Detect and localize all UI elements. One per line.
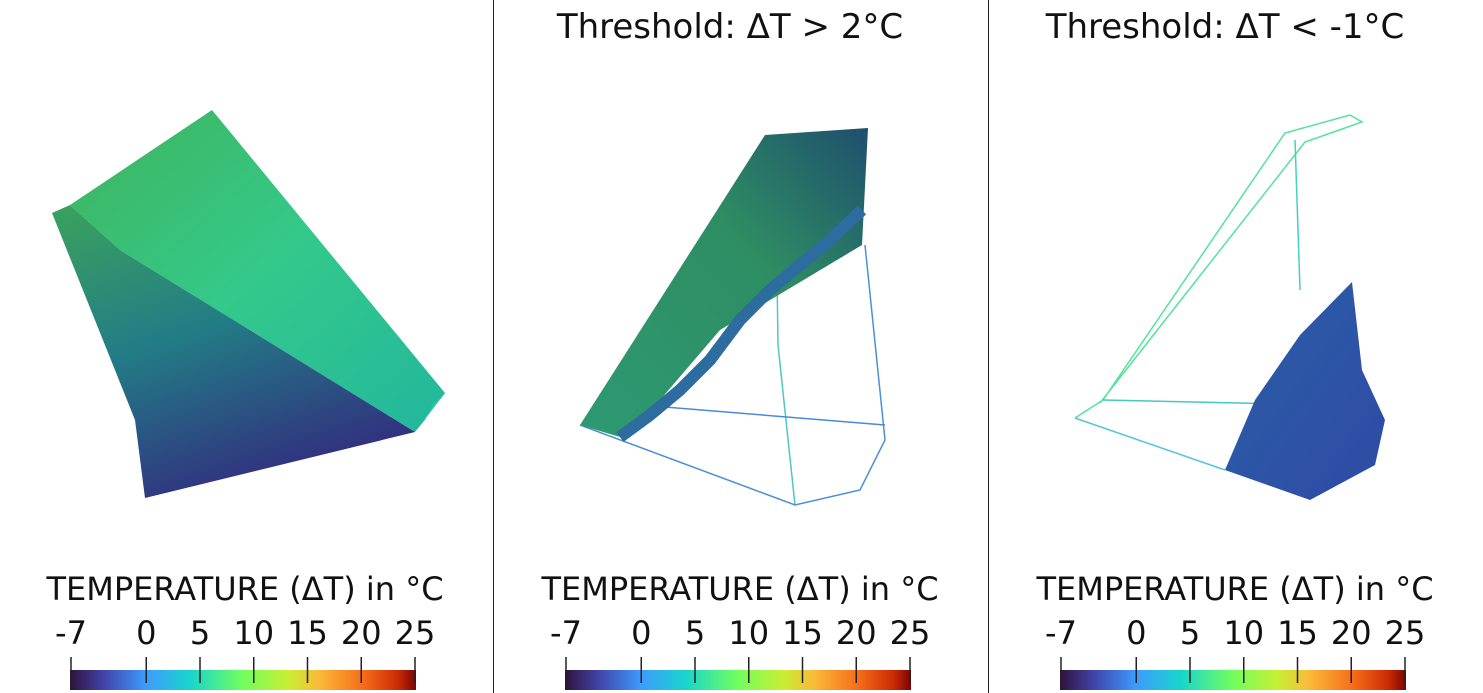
panel-title: Threshold: ΔT > 2°C [556,7,903,47]
tick-label: 20 [836,614,877,652]
tick-label: -7 [550,614,582,652]
colorbar-title: TEMPERATURE (ΔT) in °C [1035,570,1433,608]
tick-label: 5 [1180,614,1200,652]
shape-full [52,110,445,498]
tick-label: 0 [631,614,651,652]
tick-label: 20 [341,614,382,652]
tick-label: -7 [55,614,87,652]
tick-label: 5 [190,614,210,652]
tick-label: 0 [136,614,156,652]
colorbar-title: TEMPERATURE (ΔT) in °C [540,570,938,608]
tick-label: 10 [233,614,274,652]
tick-label: 5 [685,614,705,652]
tick-label: 20 [1331,614,1372,652]
tick-label: -7 [1045,614,1077,652]
tick-label: 15 [287,614,328,652]
tick-label: 15 [1277,614,1318,652]
colorbar-title: TEMPERATURE (ΔT) in °C [45,570,443,608]
tick-label: 0 [1126,614,1146,652]
colorbar [565,670,911,690]
tick-label: 10 [728,614,769,652]
tick-label: 25 [1385,614,1426,652]
tick-label: 25 [395,614,436,652]
colorbar [70,670,416,690]
panel-title: Threshold: ΔT < -1°C [1045,7,1405,47]
shape-threshold-low [1074,114,1385,500]
shape-threshold-high [579,128,886,506]
colorbar [1060,670,1406,690]
tick-label: 10 [1223,614,1264,652]
tick-label: 15 [782,614,823,652]
tick-label: 25 [890,614,931,652]
